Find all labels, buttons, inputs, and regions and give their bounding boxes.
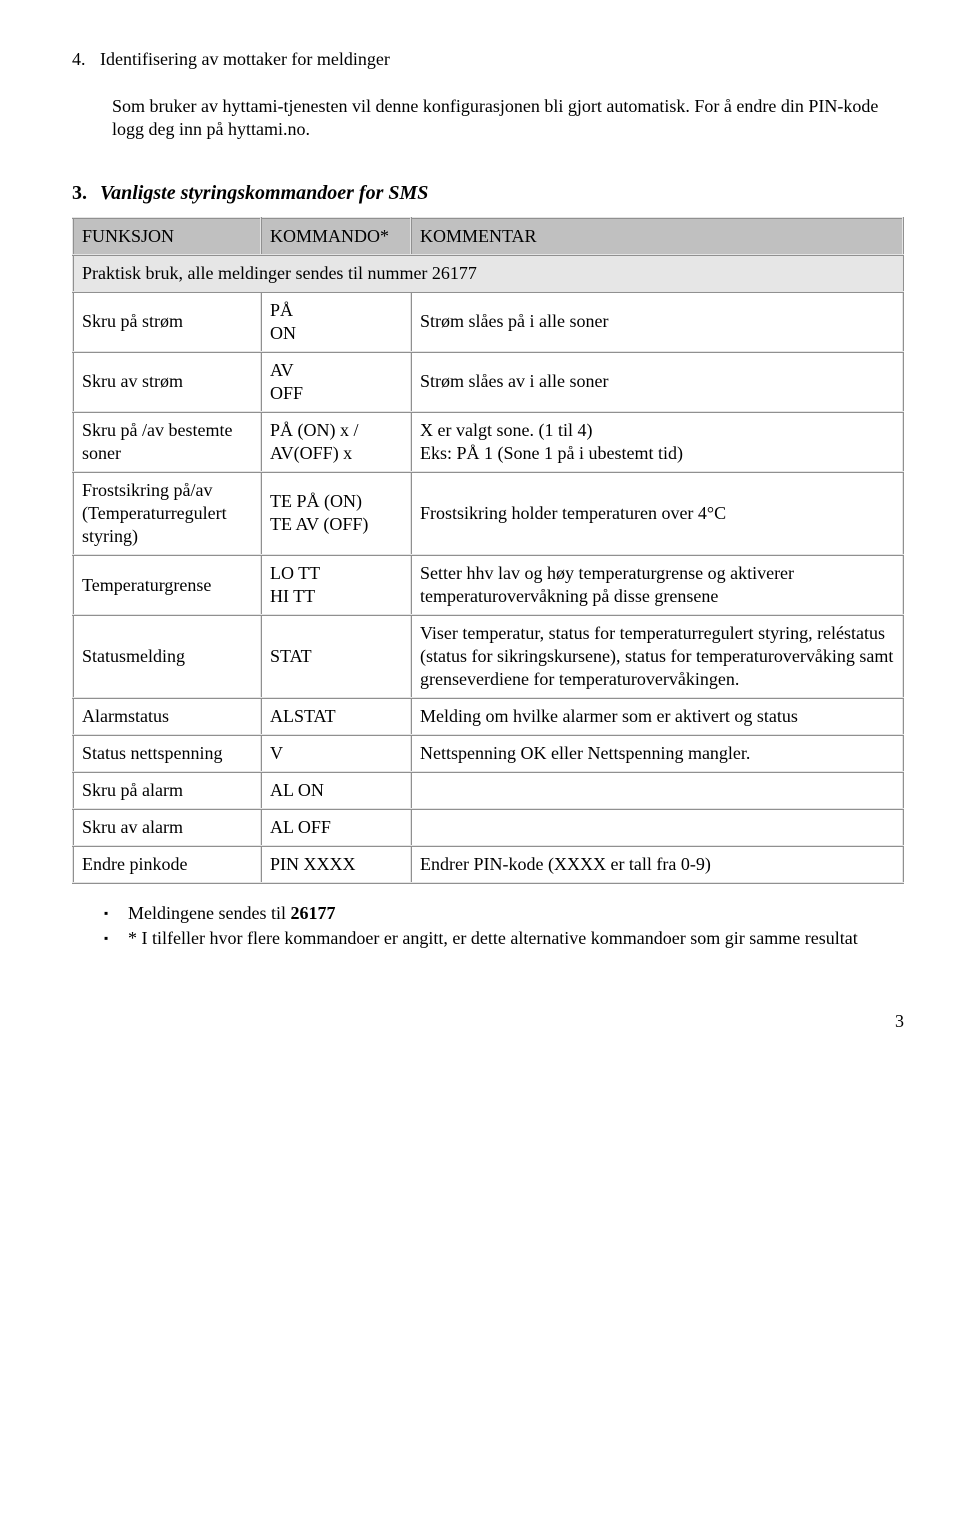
cell-kommentar: Strøm slåes av i alle soner <box>411 352 903 412</box>
cell-funksjon: Temperaturgrense <box>73 555 261 615</box>
cell-kommando: V <box>261 735 411 772</box>
table-header-row: FUNKSJON KOMMANDO* KOMMENTAR <box>73 218 903 255</box>
footnote-1-pre: Meldingene sendes til <box>128 903 290 923</box>
footnote-1-bold: 26177 <box>290 903 335 923</box>
section-3-heading: 3.Vanligste styringskommandoer for SMS <box>72 181 904 207</box>
table-header-kommentar: KOMMENTAR <box>411 218 903 255</box>
cell-funksjon: Status nettspenning <box>73 735 261 772</box>
table-row: TemperaturgrenseLO TT HI TTSetter hhv la… <box>73 555 903 615</box>
section-4-body: Som bruker av hyttami-tjenesten vil denn… <box>112 95 904 141</box>
table-row: Skru på /av bestemte sonerPÅ (ON) x / AV… <box>73 412 903 472</box>
cell-funksjon: Statusmelding <box>73 615 261 698</box>
table-row: Skru på strømPÅ ONStrøm slåes på i alle … <box>73 292 903 352</box>
footnote-2: * I tilfeller hvor flere kommandoer er a… <box>100 927 904 950</box>
cell-funksjon: Skru på /av bestemte soner <box>73 412 261 472</box>
footnote-1: Meldingene sendes til 26177 <box>100 902 904 925</box>
cell-kommentar <box>411 772 903 809</box>
cell-funksjon: Alarmstatus <box>73 698 261 735</box>
table-header-kommando: KOMMANDO* <box>261 218 411 255</box>
footnotes-list: Meldingene sendes til 26177 * I tilfelle… <box>100 902 904 950</box>
cell-funksjon: Skru på strøm <box>73 292 261 352</box>
section-4-paragraph: Som bruker av hyttami-tjenesten vil denn… <box>112 95 904 141</box>
cell-funksjon: Skru på alarm <box>73 772 261 809</box>
cell-funksjon: Endre pinkode <box>73 846 261 883</box>
cell-kommando: LO TT HI TT <box>261 555 411 615</box>
table-row: Skru av alarmAL OFF <box>73 809 903 846</box>
cell-kommentar: Frostsikring holder temperaturen over 4°… <box>411 472 903 555</box>
cell-kommentar: Viser temperatur, status for temperaturr… <box>411 615 903 698</box>
cell-kommando: PIN XXXX <box>261 846 411 883</box>
table-row: Status nettspenning VNettspenning OK ell… <box>73 735 903 772</box>
cell-kommando: AL OFF <box>261 809 411 846</box>
table-row: Skru av strømAV OFFStrøm slåes av i alle… <box>73 352 903 412</box>
cell-funksjon: Skru av strøm <box>73 352 261 412</box>
cell-kommentar: Nettspenning OK eller Nettspenning mangl… <box>411 735 903 772</box>
cell-kommando: PÅ (ON) x / AV(OFF) x <box>261 412 411 472</box>
section-4-heading: 4.Identifisering av mottaker for melding… <box>72 48 904 71</box>
table-row: AlarmstatusALSTATMelding om hvilke alarm… <box>73 698 903 735</box>
cell-funksjon: Skru av alarm <box>73 809 261 846</box>
cell-kommentar: Strøm slåes på i alle soner <box>411 292 903 352</box>
page-number: 3 <box>72 1010 904 1033</box>
cell-kommentar: Endrer PIN-kode (XXXX er tall fra 0-9) <box>411 846 903 883</box>
cell-kommando: AL ON <box>261 772 411 809</box>
cell-kommentar: Melding om hvilke alarmer som er aktiver… <box>411 698 903 735</box>
section-4-title: Identifisering av mottaker for meldinger <box>100 49 390 69</box>
cell-kommando: AV OFF <box>261 352 411 412</box>
cell-kommentar: Setter hhv lav og høy temperaturgrense o… <box>411 555 903 615</box>
table-row: StatusmeldingSTATViser temperatur, statu… <box>73 615 903 698</box>
table-row: Frostsikring på/av (Temperaturregulert s… <box>73 472 903 555</box>
cell-kommentar <box>411 809 903 846</box>
table-subheader-row: Praktisk bruk, alle meldinger sendes til… <box>73 255 903 292</box>
cell-funksjon: Frostsikring på/av (Temperaturregulert s… <box>73 472 261 555</box>
cell-kommando: ALSTAT <box>261 698 411 735</box>
table-row: Endre pinkodePIN XXXXEndrer PIN-kode (XX… <box>73 846 903 883</box>
section-4-number: 4. <box>72 48 100 71</box>
cell-kommentar: X er valgt sone. (1 til 4) Eks: PÅ 1 (So… <box>411 412 903 472</box>
table-row: Skru på alarmAL ON <box>73 772 903 809</box>
section-3-number: 3. <box>72 181 100 207</box>
cell-kommando: STAT <box>261 615 411 698</box>
cell-kommando: TE PÅ (ON) TE AV (OFF) <box>261 472 411 555</box>
table-header-funksjon: FUNKSJON <box>73 218 261 255</box>
table-subheader: Praktisk bruk, alle meldinger sendes til… <box>73 255 903 292</box>
section-3-title: Vanligste styringskommandoer for SMS <box>100 182 428 204</box>
commands-table: FUNKSJON KOMMANDO* KOMMENTAR Praktisk br… <box>72 217 904 885</box>
cell-kommando: PÅ ON <box>261 292 411 352</box>
